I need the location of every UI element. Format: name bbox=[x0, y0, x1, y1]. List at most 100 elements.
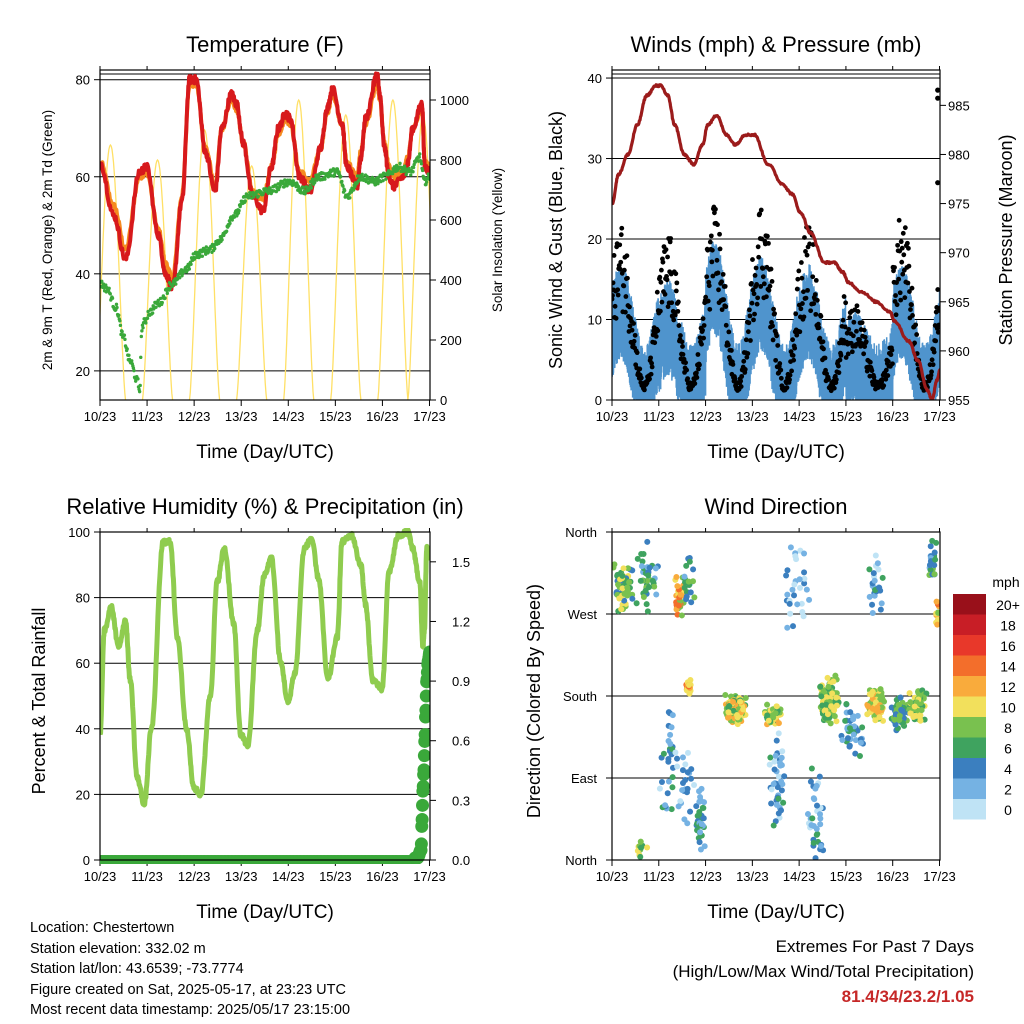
y-tick-label: 40 bbox=[76, 722, 90, 737]
direction-point bbox=[645, 584, 652, 591]
direction-point bbox=[833, 694, 840, 701]
gust-point bbox=[901, 252, 907, 258]
gust-point bbox=[820, 339, 826, 345]
gust-point bbox=[845, 351, 851, 357]
x-tick-label: 17/23 bbox=[413, 869, 446, 884]
gust-point bbox=[767, 283, 773, 289]
dewpoint-point bbox=[163, 296, 167, 300]
info-elevation: Station elevation: 332.02 m bbox=[30, 940, 206, 957]
gust-point bbox=[803, 249, 808, 254]
gust-point bbox=[618, 232, 624, 238]
direction-point bbox=[722, 692, 729, 699]
gust-point bbox=[766, 287, 772, 293]
direction-point bbox=[643, 601, 650, 608]
extremes-box: Extremes For Past 7 Days (High/Low/Max W… bbox=[673, 934, 974, 1009]
gust-point bbox=[649, 360, 655, 366]
dewpoint-point bbox=[278, 183, 282, 188]
gust-point bbox=[836, 370, 842, 376]
y2-tick-label: 0.9 bbox=[452, 674, 470, 689]
dewpoint-point bbox=[285, 184, 289, 188]
direction-point bbox=[792, 553, 799, 560]
direction-point bbox=[687, 589, 694, 596]
direction-point bbox=[824, 711, 831, 718]
gust-point bbox=[625, 275, 630, 281]
direction-point bbox=[693, 803, 700, 810]
dewpoint-point bbox=[133, 379, 138, 383]
dewpoint-point bbox=[419, 159, 423, 163]
direction-point bbox=[864, 703, 871, 710]
gust-point bbox=[751, 317, 756, 323]
direction-point bbox=[674, 583, 681, 590]
gust-point bbox=[669, 300, 675, 306]
pressure-line bbox=[612, 83, 940, 400]
gust-point bbox=[760, 274, 766, 280]
gust-point bbox=[717, 246, 723, 252]
gust-point bbox=[937, 305, 940, 311]
dewpoint-point bbox=[237, 208, 241, 213]
gust-point bbox=[642, 387, 647, 393]
gust-point bbox=[732, 376, 738, 382]
dewpoint-point bbox=[261, 191, 266, 195]
sonic-wind-line bbox=[612, 241, 940, 400]
direction-point bbox=[933, 598, 940, 605]
direction-point bbox=[637, 838, 644, 845]
gust-point bbox=[754, 301, 760, 307]
gust-point bbox=[771, 306, 776, 312]
gust-point bbox=[805, 287, 810, 293]
plot-border bbox=[611, 69, 941, 401]
winds-plot-area bbox=[612, 73, 940, 400]
gust-point bbox=[821, 346, 826, 352]
gust-point bbox=[790, 353, 796, 358]
gust-point bbox=[898, 297, 904, 303]
direction-point bbox=[809, 815, 816, 822]
direction-point bbox=[801, 575, 808, 582]
dewpoint-point bbox=[192, 257, 197, 261]
direction-point bbox=[911, 703, 918, 710]
direction-point bbox=[778, 787, 785, 794]
precip-point bbox=[417, 749, 430, 763]
dewpoint-point bbox=[412, 162, 416, 167]
gust-point bbox=[881, 383, 887, 389]
direction-point bbox=[847, 709, 854, 716]
gust-point bbox=[896, 217, 902, 223]
y-tick-label: 80 bbox=[76, 73, 90, 88]
direction-point bbox=[918, 707, 925, 714]
x-tick-label: 10/23 bbox=[84, 869, 117, 884]
x-tick-label: 11/23 bbox=[131, 409, 163, 424]
y2-tick-label: 0.6 bbox=[452, 734, 470, 749]
x-tick-label: 12/23 bbox=[689, 409, 722, 424]
winds-xlabel: Time (Day/UTC) bbox=[707, 442, 845, 463]
direction-point bbox=[686, 558, 693, 565]
gust-point bbox=[774, 333, 780, 339]
gust-point bbox=[757, 211, 763, 217]
dewpoint-point bbox=[165, 291, 170, 296]
direction-point bbox=[681, 584, 688, 591]
gust-point bbox=[906, 245, 911, 251]
gust-point bbox=[637, 366, 643, 372]
gust-point bbox=[706, 283, 712, 289]
direction-point bbox=[899, 707, 906, 714]
direction-point bbox=[846, 725, 853, 732]
direction-point bbox=[767, 754, 774, 761]
direction-point bbox=[768, 800, 775, 807]
direction-point bbox=[808, 765, 815, 772]
dewpoint-point bbox=[130, 359, 134, 363]
direction-point bbox=[875, 566, 882, 573]
direction-point bbox=[779, 748, 786, 755]
direction-point bbox=[649, 577, 656, 584]
gust-point bbox=[800, 301, 805, 306]
gust-point bbox=[894, 302, 900, 308]
gust-point bbox=[612, 253, 617, 258]
x-tick-label: 13/23 bbox=[736, 409, 769, 424]
gust-point bbox=[693, 370, 699, 376]
dewpoint-point bbox=[138, 383, 142, 388]
extremes-values: 81.4/34/23.2/1.05 bbox=[841, 987, 974, 1006]
direction-point bbox=[813, 825, 820, 832]
gust-point bbox=[700, 316, 706, 321]
colorbar-label: 16 bbox=[1000, 638, 1016, 654]
gust-point bbox=[766, 240, 771, 246]
direction-point bbox=[897, 694, 904, 701]
direction-point bbox=[871, 577, 878, 584]
dewpoint-point bbox=[340, 179, 344, 184]
gust-point bbox=[933, 338, 939, 344]
